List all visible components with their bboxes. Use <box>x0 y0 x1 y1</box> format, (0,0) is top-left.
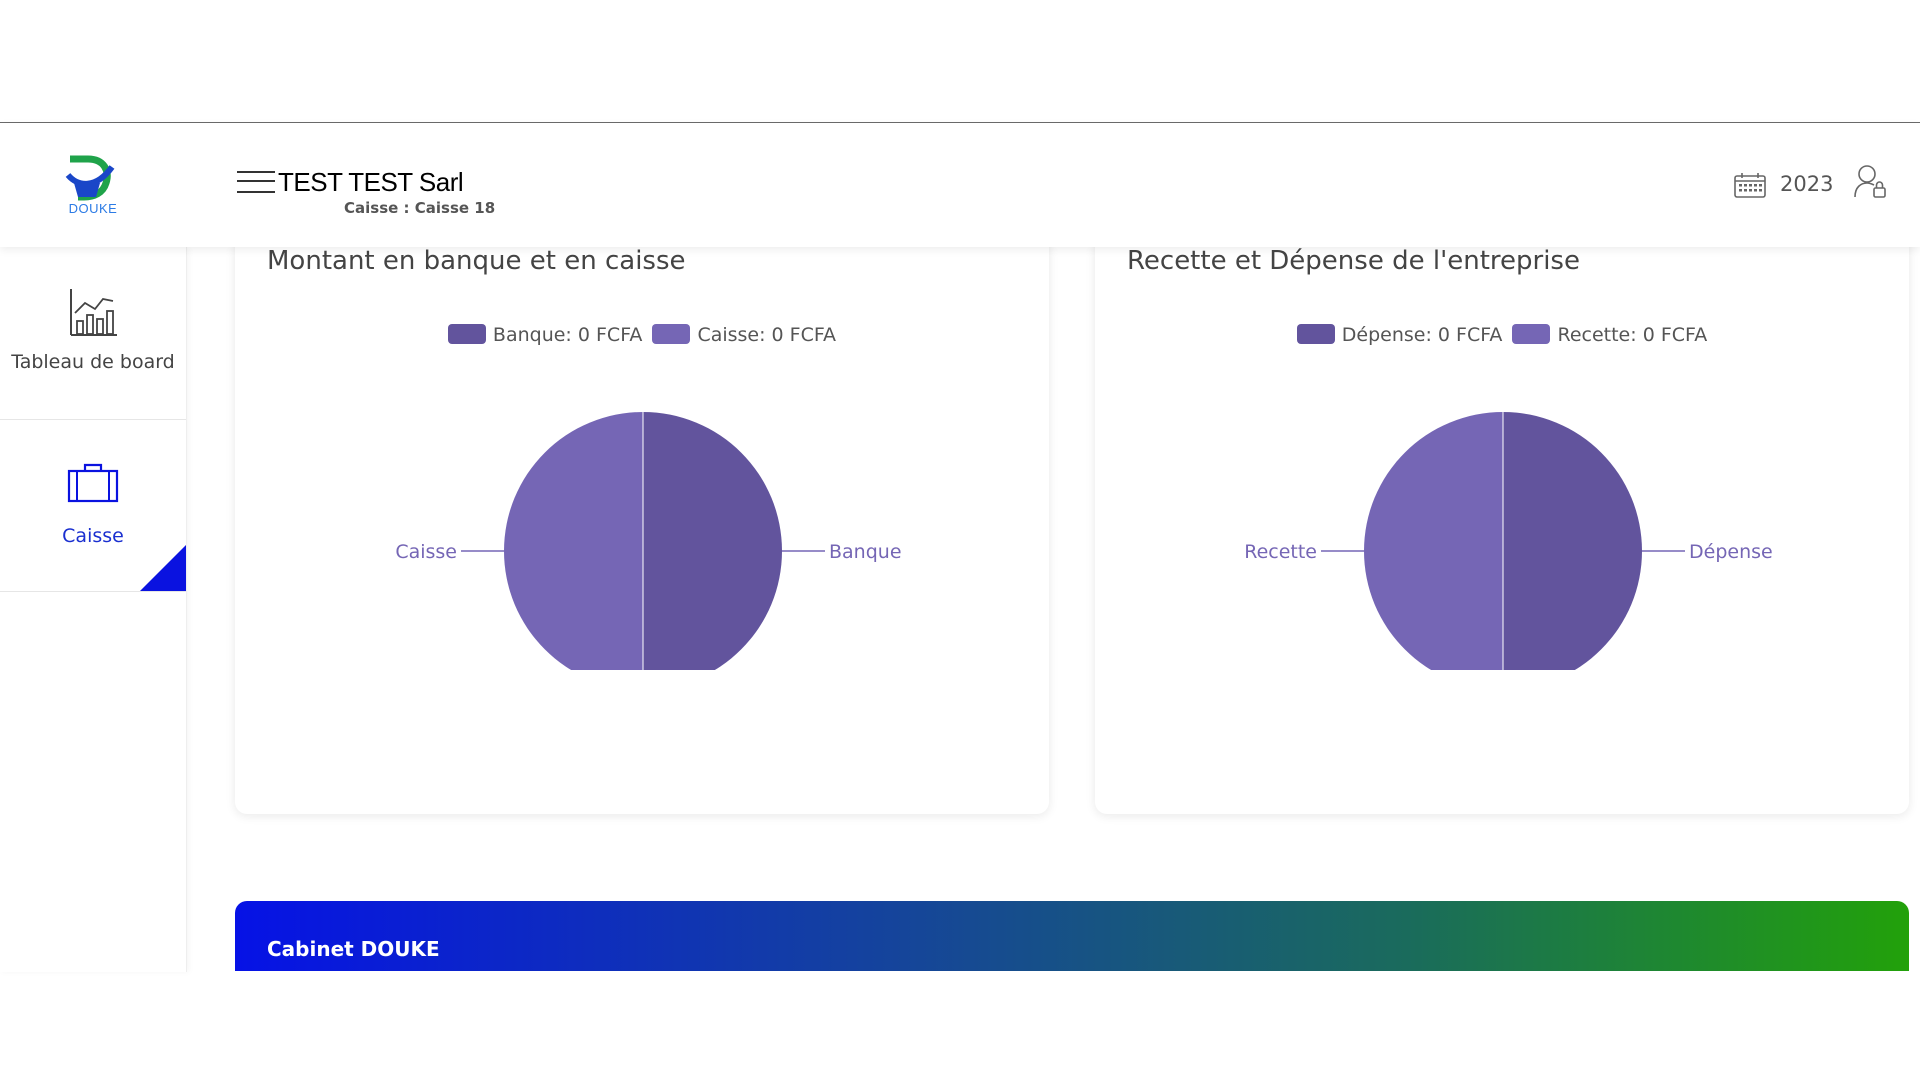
user-lock-icon[interactable] <box>1853 163 1887 199</box>
slice-label-recette: Recette <box>1244 541 1317 563</box>
douke-logo[interactable]: DOUKE <box>60 153 126 219</box>
sidebar: Tableau de board Caisse <box>0 247 187 972</box>
legend-label: Banque: 0 FCFA <box>492 324 643 346</box>
legend-item-depense[interactable]: Dépense: 0 FCFA <box>1296 324 1503 346</box>
slice-label-caisse: Caisse <box>395 541 457 563</box>
pie-slice-caisse[interactable] <box>504 412 643 670</box>
legend-swatch <box>1512 324 1551 344</box>
active-indicator <box>140 545 186 591</box>
legend-item-recette[interactable]: Recette: 0 FCFA <box>1512 324 1707 346</box>
legend-item-banque[interactable]: Banque: 0 FCFA <box>447 324 643 346</box>
header: DOUKE TEST TEST Sarl Caisse : Caisse 18 … <box>0 123 1920 247</box>
chart-icon <box>70 289 117 336</box>
logo-text: DOUKE <box>68 201 118 216</box>
sidebar-item-label: Caisse <box>62 525 124 547</box>
legend-swatch <box>447 324 486 344</box>
pie-slice-banque[interactable] <box>643 412 782 670</box>
slice-label-depense: Dépense <box>1689 541 1773 563</box>
logo-mark-icon <box>65 155 115 201</box>
legend-label: Dépense: 0 FCFA <box>1341 324 1503 346</box>
briefcase-icon <box>67 463 119 503</box>
sidebar-item-caisse[interactable]: Caisse <box>0 419 186 592</box>
sidebar-item-tableau-de-board[interactable]: Tableau de board <box>0 247 186 420</box>
chart-legend: Banque: 0 FCFA Caisse: 0 FCFA <box>235 324 1049 346</box>
calendar-icon[interactable] <box>1734 172 1766 198</box>
pie-chart: Banque Caisse <box>395 412 902 670</box>
footer-banner: Cabinet DOUKE <box>235 901 1909 971</box>
chart-title: Montant en banque et en caisse <box>267 246 686 276</box>
chart-card-recette-depense: Recette et Dépense de l'entreprise Dépen… <box>1095 220 1909 814</box>
pie-chart: Dépense Recette <box>1244 412 1773 670</box>
legend-item-caisse[interactable]: Caisse: 0 FCFA <box>652 324 836 346</box>
chart-legend: Dépense: 0 FCFA Recette: 0 FCFA <box>1095 324 1909 346</box>
company-name: TEST TEST Sarl <box>278 167 464 197</box>
pie-slice-recette[interactable] <box>1364 412 1503 670</box>
top-divider <box>0 122 1920 123</box>
sidebar-item-label: Tableau de board <box>11 351 175 373</box>
legend-swatch <box>1296 324 1335 344</box>
slice-label-banque: Banque <box>829 541 902 563</box>
chart-title: Recette et Dépense de l'entreprise <box>1127 246 1580 276</box>
legend-label: Recette: 0 FCFA <box>1557 324 1708 346</box>
chart-card-banque-caisse: Montant en banque et en caisse Banque: 0… <box>235 220 1049 814</box>
caisse-subtitle: Caisse : Caisse 18 <box>344 199 496 217</box>
legend-label: Caisse: 0 FCFA <box>697 324 837 346</box>
pie-slice-depense[interactable] <box>1503 412 1642 670</box>
legend-swatch <box>652 324 691 344</box>
hamburger-menu-icon[interactable] <box>237 169 275 195</box>
footer-text: Cabinet DOUKE <box>267 937 440 961</box>
year-selector[interactable]: 2023 <box>1780 172 1834 196</box>
